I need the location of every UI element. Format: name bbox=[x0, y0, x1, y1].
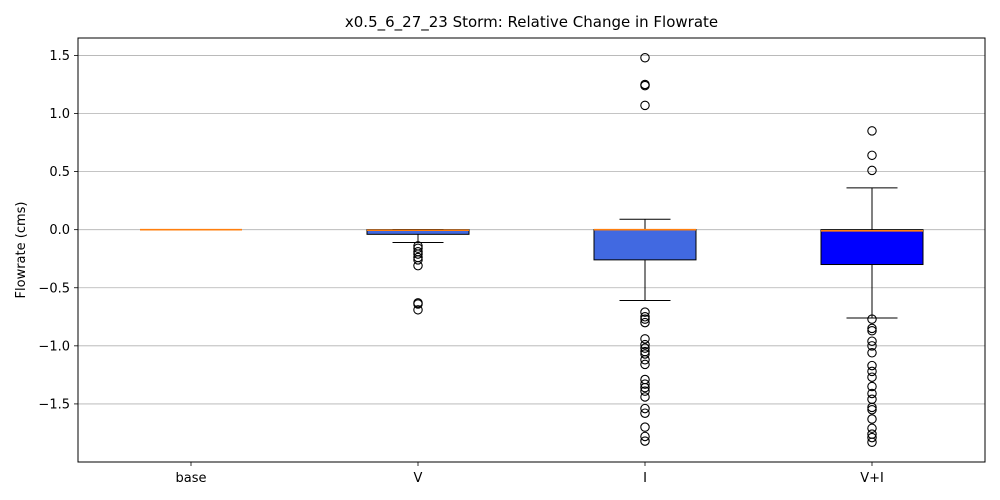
outlier-point bbox=[640, 408, 650, 418]
outlier-point bbox=[413, 299, 423, 309]
axes: 1.5 1.0 0.5 0.0 −0.5 −1.0 −1.5 base V I V+I bbox=[38, 49, 883, 486]
y-tick-label: 0.0 bbox=[49, 223, 70, 238]
outlier-point bbox=[640, 100, 650, 111]
y-axis-label: Flowrate (cms) bbox=[14, 202, 29, 299]
outlier-point bbox=[640, 52, 650, 63]
outlier-point bbox=[413, 255, 423, 265]
x-tick-label: V bbox=[414, 471, 423, 486]
outlier-point bbox=[867, 366, 877, 377]
outlier-point bbox=[867, 325, 877, 336]
box-I bbox=[593, 52, 697, 446]
outlier-point bbox=[640, 386, 650, 396]
outlier-point bbox=[867, 394, 877, 405]
outlier-point bbox=[867, 341, 877, 351]
outlier-point bbox=[640, 392, 650, 402]
outlier-point bbox=[867, 402, 877, 413]
outlier-point bbox=[867, 360, 877, 371]
outlier-point bbox=[867, 423, 877, 434]
outlier-point bbox=[640, 379, 650, 389]
outlier-point bbox=[867, 437, 877, 448]
outlier-point bbox=[867, 414, 877, 424]
outlier-point bbox=[640, 307, 650, 317]
outlier-point bbox=[640, 349, 650, 359]
x-tick-label: base bbox=[176, 471, 207, 486]
outlier-point bbox=[640, 314, 650, 324]
y-tick-label: 1.5 bbox=[49, 49, 70, 64]
x-tick-label: I bbox=[643, 471, 647, 486]
box-iqr bbox=[820, 229, 924, 266]
y-tick-label: −1.0 bbox=[38, 339, 70, 354]
outlier-point bbox=[867, 404, 877, 415]
outlier-point bbox=[867, 126, 877, 136]
outlier-point bbox=[867, 381, 877, 392]
outlier-point bbox=[640, 334, 650, 344]
outlier-point bbox=[867, 348, 877, 358]
outlier-point bbox=[867, 150, 877, 161]
y-tick-label: −1.5 bbox=[38, 397, 70, 412]
outlier-point bbox=[413, 305, 423, 315]
outlier-point bbox=[867, 372, 877, 382]
outlier-point bbox=[640, 431, 650, 442]
outlier-point bbox=[867, 314, 877, 324]
outlier-point bbox=[640, 355, 650, 365]
outlier-point bbox=[640, 339, 650, 350]
outlier-point bbox=[413, 260, 423, 271]
box-V bbox=[366, 229, 470, 315]
plot-frame bbox=[77, 37, 986, 463]
y-tick-label: 0.5 bbox=[49, 165, 70, 180]
outlier-point bbox=[640, 403, 650, 414]
outlier-point bbox=[640, 382, 650, 393]
outlier-point bbox=[640, 80, 650, 91]
box-V+I bbox=[820, 126, 924, 448]
outlier-point bbox=[640, 317, 650, 328]
x-tick-label: V+I bbox=[860, 471, 884, 486]
outlier-point bbox=[640, 343, 650, 353]
outlier-point bbox=[413, 249, 423, 259]
outlier-point bbox=[640, 312, 650, 322]
y-tick-label: 1.0 bbox=[49, 107, 70, 122]
boxes bbox=[140, 52, 924, 448]
outlier-point bbox=[640, 359, 650, 370]
outlier-point bbox=[867, 165, 877, 176]
box-iqr bbox=[593, 229, 697, 261]
y-tick-label: −0.5 bbox=[38, 281, 70, 296]
outlier-point bbox=[413, 243, 423, 254]
outlier-point bbox=[867, 432, 877, 443]
outlier-point bbox=[867, 323, 877, 334]
outlier-point bbox=[640, 422, 650, 432]
outlier-point bbox=[867, 388, 877, 399]
outlier-point bbox=[640, 436, 650, 446]
outlier-point bbox=[867, 336, 877, 346]
chart-title: x0.5_6_27_23 Storm: Relative Change in F… bbox=[345, 13, 718, 32]
